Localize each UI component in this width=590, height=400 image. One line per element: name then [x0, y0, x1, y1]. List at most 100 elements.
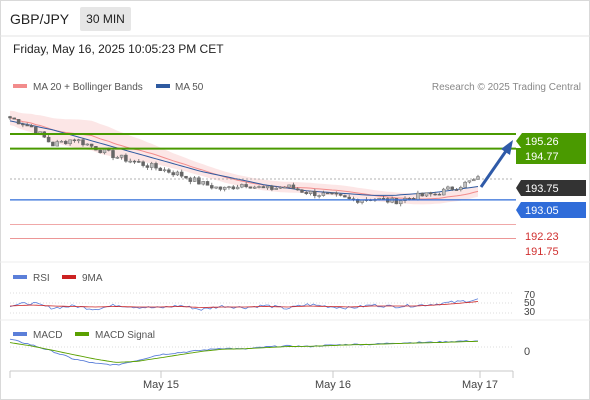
ma20-line [9, 117, 479, 200]
candle [420, 192, 424, 197]
candle-body [25, 124, 29, 127]
candle [132, 159, 137, 164]
candle-body [450, 186, 454, 190]
level-label-192-23: 192.23 [525, 231, 559, 243]
candle-body [429, 192, 433, 195]
x-label-may-17: May 17 [462, 379, 498, 391]
candle-body [111, 150, 115, 159]
candle [98, 149, 102, 154]
macd-signal-legend-swatch [75, 332, 89, 336]
candle [179, 169, 184, 179]
candle-body [214, 186, 218, 189]
candle-body [51, 141, 55, 147]
candle [265, 185, 270, 190]
level-label-193-05: 193.05 [516, 202, 586, 218]
candle [128, 158, 132, 164]
rsi-ma-legend-label: 9MA [82, 273, 103, 284]
candle [467, 180, 472, 184]
candle [137, 159, 141, 163]
candle-body [235, 186, 240, 190]
candle-body [270, 185, 274, 190]
candle [124, 153, 128, 163]
candle-body [55, 141, 59, 147]
candle [51, 141, 55, 147]
candle [463, 180, 467, 188]
candle-body [64, 140, 68, 145]
candle-body [68, 139, 72, 145]
candle-body [300, 189, 304, 193]
candle [244, 181, 248, 189]
candle-body [446, 186, 450, 190]
candle [325, 192, 330, 195]
candle [287, 184, 291, 190]
candle [446, 185, 450, 190]
candle [304, 190, 309, 196]
candle-body [295, 188, 300, 191]
candle [270, 184, 274, 192]
candle [454, 188, 459, 191]
price-panel [8, 110, 480, 207]
candle-body [321, 192, 326, 196]
candle-body [167, 169, 171, 173]
candle-body [21, 123, 25, 126]
datetime-label: Friday, May 16, 2025 10:05:23 PM CET [13, 42, 224, 56]
candle [12, 117, 17, 120]
candle-body [248, 186, 253, 189]
candle-body [334, 192, 339, 195]
candle-body [81, 139, 85, 146]
candle [429, 191, 433, 197]
x-label-may-16: May 16 [315, 379, 351, 391]
candle-body [407, 198, 412, 200]
candle [330, 192, 334, 195]
timeframe-label: 30 MIN [86, 12, 125, 26]
candle-body [141, 161, 145, 166]
candle-body [467, 180, 472, 183]
candle [222, 186, 227, 192]
candle [291, 182, 296, 189]
candle [175, 170, 180, 177]
candle-body [424, 192, 429, 197]
candle-body [76, 139, 81, 142]
macd-legend-swatch [13, 332, 27, 336]
candle [72, 138, 77, 143]
candle [8, 115, 12, 121]
ma50-legend-swatch [156, 84, 170, 88]
candle [111, 148, 115, 161]
candle [308, 190, 313, 196]
candle [25, 122, 29, 127]
candle-body [360, 199, 364, 203]
candle-body [149, 163, 154, 168]
candle [119, 154, 124, 160]
candle [205, 180, 210, 186]
candle [76, 138, 81, 144]
candle-body [231, 186, 236, 190]
candle [214, 186, 218, 190]
candle-body [145, 165, 150, 168]
candle [21, 122, 25, 128]
candle [338, 193, 343, 197]
candle-body [265, 185, 270, 189]
candle [300, 189, 304, 193]
candle [398, 199, 403, 207]
levels-layer [10, 132, 516, 239]
candle [188, 176, 193, 185]
candle [240, 183, 244, 189]
candle [437, 192, 442, 196]
level-label-191-75: 191.75 [525, 246, 559, 258]
candle [274, 185, 278, 190]
candle-body [188, 177, 193, 182]
candle [441, 187, 446, 196]
candle [184, 175, 188, 179]
candle-body [313, 190, 317, 197]
candle [81, 137, 85, 147]
candle-body [34, 126, 38, 134]
candle [227, 185, 231, 190]
candle-body [459, 187, 463, 190]
candle-body [420, 192, 424, 197]
candle-body [416, 192, 420, 200]
timeframe-button[interactable] [80, 7, 131, 31]
rsi-panel [9, 292, 513, 314]
rsi-ma-line [9, 301, 479, 308]
svg-text:194.77: 194.77 [525, 151, 559, 163]
